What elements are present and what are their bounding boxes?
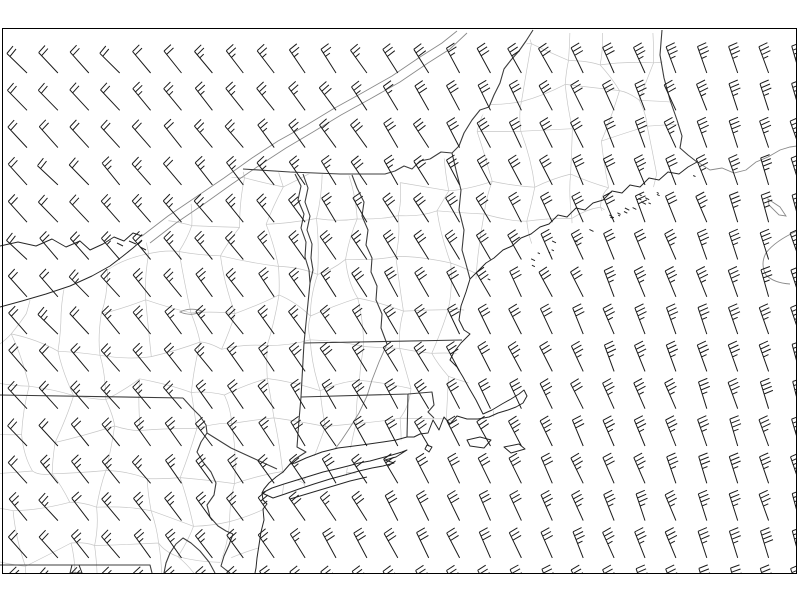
coastline (0, 161, 698, 574)
wind-barbs (6, 42, 797, 574)
map-frame (2, 28, 797, 574)
rivers-lakes (141, 30, 798, 450)
